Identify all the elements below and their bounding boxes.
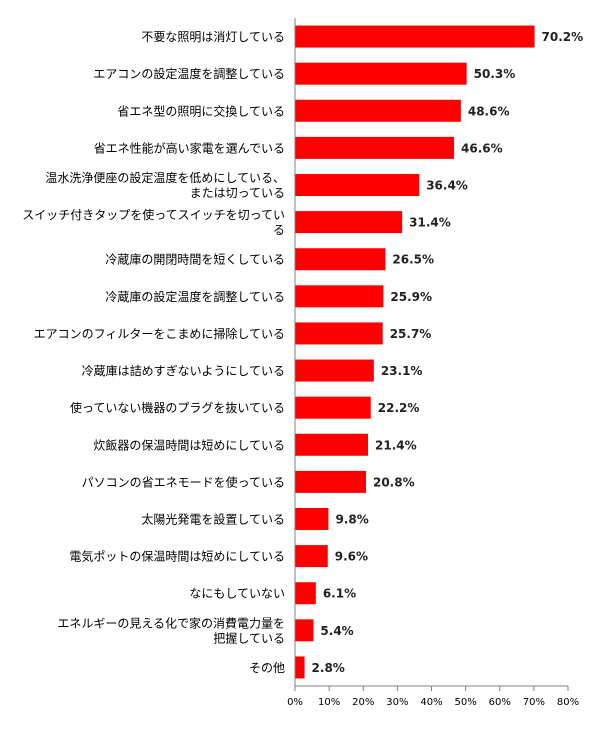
category-label-line: なにもしていない [189,587,285,601]
value-label: 23.1% [381,364,423,378]
value-label: 9.8% [335,513,368,527]
category-label: 省エネ型の照明に交換している [117,103,285,118]
x-tick-label: 10% [318,697,340,708]
category-label: 温水洗浄便座の設定温度を低めにしている、または切っている [45,170,285,200]
value-label: 31.4% [409,216,451,230]
bar [295,582,316,605]
category-label-line: エアコンのフィルターをこまめに掃除している [34,326,285,341]
bar [295,136,455,159]
category-label: その他 [249,661,285,675]
category-label: エネルギーの見える化で家の消費電力量を把握している [57,615,285,645]
x-tick-label: 20% [352,697,374,708]
category-label: エアコンの設定温度を調整している [93,66,285,81]
category-label-line: エネルギーの見える化で家の消費電力量を [57,615,285,630]
category-label: なにもしていない [189,587,285,601]
value-label: 48.6% [468,104,510,118]
category-label-line: 省エネ性能が高い家電を選んでいる [94,140,285,155]
x-tick-label: 50% [455,697,477,708]
bar [295,99,461,122]
category-label-line: パソコンの省エネモードを使っている [82,474,285,489]
value-label: 6.1% [323,587,356,601]
value-label: 21.4% [375,438,417,452]
bar [295,248,386,271]
bar [295,619,314,642]
x-tick-label: 30% [386,697,408,708]
category-label: 電気ポットの保温時間は短めにしている [69,549,285,564]
bar [295,396,371,419]
value-label: 22.2% [378,401,420,415]
value-label: 70.2% [542,30,584,44]
bar [295,211,403,234]
bar [295,322,383,345]
value-label: 25.9% [390,290,432,304]
category-label: パソコンの省エネモードを使っている [82,474,285,489]
category-label: 不要な照明は消灯している [141,30,285,44]
category-label-line: 冷蔵庫の設定温度を調整している [105,289,285,304]
category-label: 冷蔵庫の設定温度を調整している [105,289,285,304]
category-label-line: 把握している [213,630,285,645]
category-label-line: 炊飯器の保温時間は短めにしている [93,437,285,452]
bar [295,545,328,568]
bar [295,285,384,308]
bar [295,25,535,48]
category-label-line: 電気ポットの保温時間は短めにしている [69,549,285,564]
category-label-line: 冷蔵庫の開閉時間を短くしている [105,253,285,267]
category-label-line: 温水洗浄便座の設定温度を低めにしている、 [45,170,285,185]
x-tick-label: 0% [287,697,303,708]
category-labels: 不要な照明は消灯しているエアコンの設定温度を調整している省エネ型の照明に交換して… [22,30,285,675]
bar [295,470,366,493]
category-label: エアコンのフィルターをこまめに掃除している [34,326,285,341]
bar [295,508,329,530]
value-label: 46.6% [461,141,503,155]
category-label: 冷蔵庫は詰めすぎないようにしている [82,363,285,378]
x-tick-label: 60% [489,697,511,708]
category-label: スイッチ付きタップを使ってスイッチを切っている [22,207,285,237]
value-label: 25.7% [390,327,432,341]
x-tick-labels: 0% 10% 20% 30% 40% 50% 60% 70% 80% [287,686,579,708]
category-label-line: 省エネ型の照明に交換している [117,103,285,118]
category-label-line: 使っていない機器のプラグを抜いている [70,400,285,415]
category-label: 使っていない機器のプラグを抜いている [70,400,285,415]
bar [295,174,420,196]
value-label: 50.3% [474,67,516,81]
category-label-line: 冷蔵庫は詰めすぎないようにしている [82,363,285,378]
x-tick-label: 40% [420,697,442,708]
x-tick-label: 80% [557,697,579,708]
category-label-line: 太陽光発電を設置している [141,512,285,527]
x-tick-label: 70% [523,697,545,708]
category-label-line: る [273,223,285,237]
bar [295,359,374,382]
category-label: 冷蔵庫の開閉時間を短くしている [105,253,285,267]
value-label: 2.8% [312,661,345,675]
category-label: 太陽光発電を設置している [141,512,285,527]
category-label-line: エアコンの設定温度を調整している [93,66,285,81]
category-label: 炊飯器の保温時間は短めにしている [93,437,285,452]
value-labels: 70.2% 50.3% 48.6% 46.6% 36.4% 31.4% 26.5% 25.9%… [312,30,584,675]
value-label: 36.4% [426,179,468,193]
value-label: 26.5% [392,253,434,267]
bar [295,656,305,679]
value-label: 9.6% [335,550,368,564]
category-label-line: スイッチ付きタップを使ってスイッチを切ってい [22,207,285,222]
bar [295,62,467,85]
bars-layer [295,25,535,679]
value-label: 20.8% [373,475,415,489]
category-label-line: 不要な照明は消灯している [141,30,285,44]
value-label: 5.4% [320,624,353,638]
category-label-line: または切っている [190,186,285,200]
category-label-line: その他 [249,661,285,675]
category-label: 省エネ性能が高い家電を選んでいる [94,140,285,155]
bar [295,433,369,456]
